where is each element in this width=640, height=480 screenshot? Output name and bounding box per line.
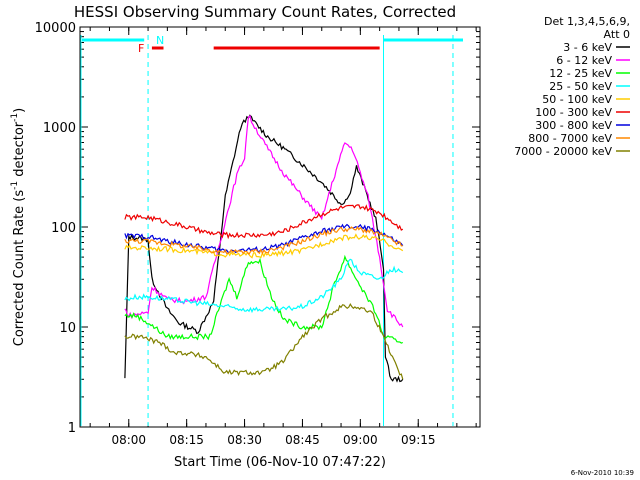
legend-entry-label: 100 - 300 keV	[535, 106, 612, 119]
series-line-0	[124, 114, 404, 383]
legend-entry-label: 50 - 100 keV	[542, 93, 612, 106]
vertical-markers	[80, 35, 454, 426]
series-line-1	[124, 114, 404, 328]
series-line-2	[124, 254, 404, 344]
x-tick-label: 08:15	[169, 433, 204, 447]
legend-entry-label: 12 - 25 keV	[549, 67, 612, 80]
series-line-4	[124, 233, 404, 259]
x-tick-label: 09:00	[343, 433, 378, 447]
legend-entry-label: 7000 - 20000 keV	[514, 145, 612, 158]
y-tick-label: 10000	[35, 21, 76, 36]
y-axis-label-part: detector	[12, 121, 27, 181]
x-axis: 08:00 08:15 08:30 08:45 09:00 09:15	[89, 27, 477, 447]
footer-timestamp: 6-Nov-2010 10:39	[571, 469, 634, 477]
y-tick-label: 1	[68, 421, 76, 436]
legend-header-line: Att 0	[604, 28, 630, 41]
flag-label-f: F	[138, 42, 144, 55]
flag-label-n: N	[156, 34, 164, 47]
legend-entry-label: 800 - 7000 keV	[528, 132, 612, 145]
legend-entry-label: 300 - 800 keV	[535, 119, 612, 132]
plot-frame	[79, 26, 481, 428]
y-axis: 1 10 100 1000 10000	[35, 21, 480, 436]
y-tick-label: 100	[51, 221, 76, 236]
x-tick-label: 08:00	[111, 433, 146, 447]
legend-entry-label: 3 - 6 keV	[563, 41, 612, 54]
series-lines	[124, 114, 404, 383]
series-line-7	[124, 226, 403, 256]
x-axis-label: Start Time (06-Nov-10 07:47:22)	[174, 455, 386, 470]
y-axis-label-part: Corrected Count Rate (s	[12, 190, 27, 347]
series-line-3	[124, 258, 404, 314]
x-tick-label: 09:15	[401, 433, 436, 447]
series-line-5	[124, 204, 404, 240]
legend-header-line: Det 1,3,4,5,6,9,	[544, 15, 630, 28]
chart-title: HESSI Observing Summary Count Rates, Cor…	[74, 3, 456, 21]
legend-entry-label: 25 - 50 keV	[549, 80, 612, 93]
plot-area: 08:00 08:15 08:30 08:45 09:00 09:15 1 10 100 100…	[35, 21, 481, 447]
x-tick-label: 08:45	[285, 433, 320, 447]
y-tick-label: 1000	[43, 121, 76, 136]
series-line-8	[124, 303, 404, 380]
flag-bars	[82, 38, 463, 50]
y-axis-label-exp: -1	[10, 113, 20, 122]
legend-entry-label: 6 - 12 keV	[556, 54, 612, 67]
x-tick-label: 08:30	[227, 433, 262, 447]
y-tick-label: 10	[59, 321, 76, 336]
y-axis-label-part: )	[12, 108, 27, 113]
y-axis-label-exp: -1	[10, 181, 20, 190]
y-axis-label: Corrected Count Rate (s-1 detector-1)	[10, 108, 27, 346]
